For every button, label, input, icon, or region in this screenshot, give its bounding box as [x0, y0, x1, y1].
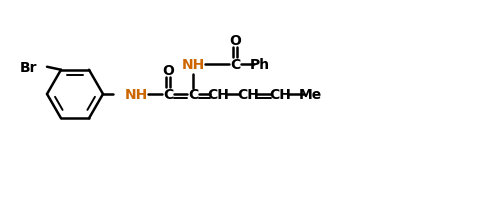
Text: CH: CH — [237, 87, 259, 101]
Text: Ph: Ph — [250, 58, 270, 72]
Text: Me: Me — [298, 87, 321, 101]
Text: O: O — [229, 34, 241, 48]
Text: O: O — [162, 64, 174, 78]
Text: C: C — [163, 87, 173, 101]
Text: C: C — [230, 58, 240, 72]
Text: NH: NH — [125, 87, 148, 101]
Text: CH: CH — [207, 87, 229, 101]
Text: C: C — [188, 87, 198, 101]
Text: CH: CH — [269, 87, 291, 101]
Text: Br: Br — [20, 60, 37, 74]
Text: NH: NH — [182, 58, 205, 72]
